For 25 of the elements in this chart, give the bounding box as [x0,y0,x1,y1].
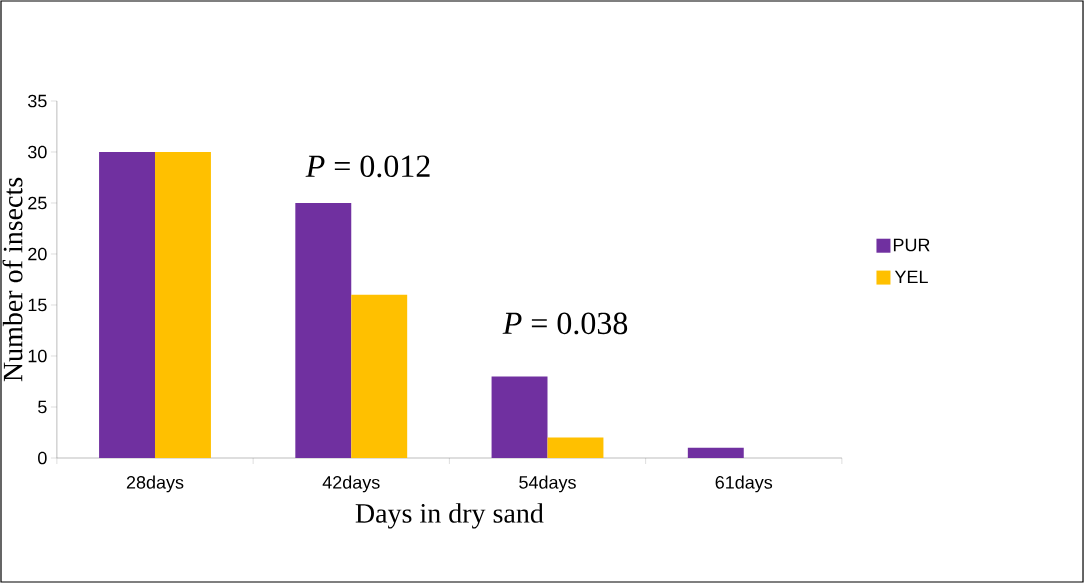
y-tick-label: 10 [28,349,47,363]
x-axis-title: Days in dry sand [355,503,544,529]
x-tick-label: 42days [322,475,380,493]
annotation: P = 0.038 [502,312,628,335]
y-tick-label: 35 [28,94,47,108]
bar [295,203,352,458]
bar [155,152,211,458]
legend-label: YEL [894,270,928,284]
x-tick-label: 54days [519,475,576,493]
y-tick-label: 25 [28,196,47,210]
bar [351,294,408,458]
y-tick-label: 15 [28,298,47,312]
bar [99,152,155,458]
bar [687,447,744,458]
x-tick-label: 61days [715,475,773,493]
annotation: P = 0.012 [305,155,430,178]
y-tick-label: 0 [38,451,47,465]
legend-label: PUR [893,238,930,252]
y-tick-label: 20 [28,247,47,261]
bar [547,437,604,458]
y-tick-label: 30 [28,145,47,159]
y-axis-title: Number of insects [2,177,23,382]
x-tick-label: 28days [126,475,184,493]
bar [491,376,548,458]
y-tick-label: 5 [38,400,47,414]
